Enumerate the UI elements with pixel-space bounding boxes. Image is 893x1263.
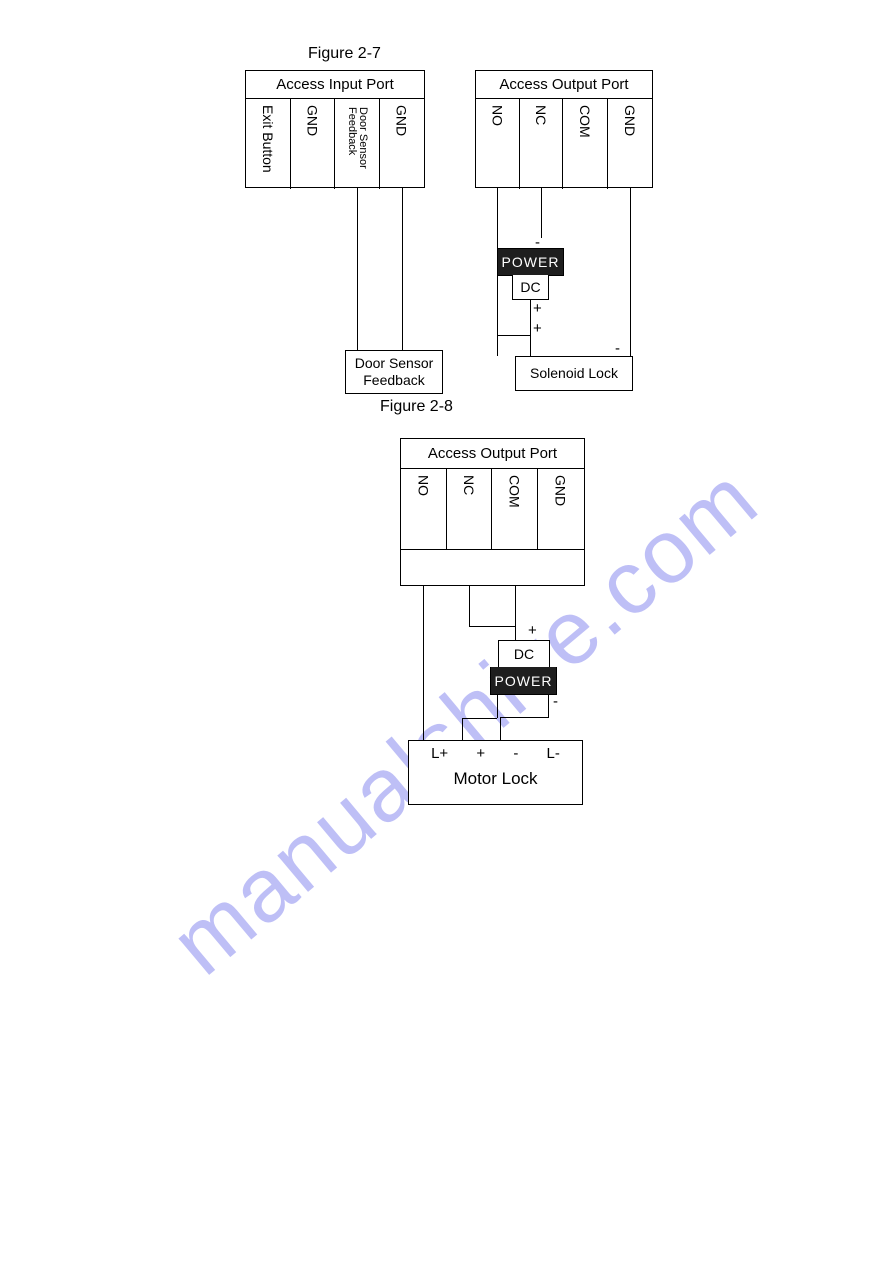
access-input-port-box: Access Input Port Exit Button GND Door S… [245,70,425,188]
dc-box-1: DC [512,275,549,300]
pin-door-sensor-feedback: Door Sensor Feedback [346,105,368,189]
wire-dc-solenoid [530,300,531,356]
wire-minus-to-motor [500,717,501,741]
sign-plus-bottom: + [533,320,542,337]
wire-no-motor [423,586,424,741]
wire-solenoid-join [497,335,531,336]
wire-com-down [515,586,516,640]
terminal-l-plus: L+ [431,745,448,762]
solenoid-lock-box: Solenoid Lock [515,356,633,391]
wire-plus-join [462,718,497,719]
access-output-port-2-title: Access Output Port [401,439,584,469]
terminal-minus: - [513,745,518,762]
wire-nc-power [541,188,542,238]
pin-com-2: COM [506,475,522,508]
access-output-port-2-box: Access Output Port NO NC COM GND [400,438,585,586]
pin-no-1: NO [489,105,505,126]
terminal-l-minus: L- [547,745,560,762]
pin-no-2: NO [415,475,431,496]
wire-plus-down [497,695,498,718]
access-output-port-1-box: Access Output Port NO NC COM GND [475,70,653,188]
wire-nc-down [469,586,470,626]
wire-input-feedback-1 [357,188,358,350]
pin-gnd-3: GND [622,105,638,136]
wire-gnd-solenoid [630,188,631,356]
diagram-canvas: manualshive.com Figure 2-7 Access Input … [0,0,893,1263]
figure-1-caption: Figure 2-7 [308,45,381,63]
wire-power-minus-over [500,717,549,718]
pin-nc-2: NC [461,475,477,495]
sign-plus-top: + [533,300,542,317]
dc-box-2: DC [498,640,550,668]
door-sensor-feedback-label: Door SensorFeedback [355,355,434,388]
terminal-plus: + [476,745,485,762]
power-box-1: POWER [497,248,564,276]
wire-input-feedback-2 [402,188,403,350]
wire-plus-to-motor [462,718,463,740]
figure-2-caption: Figure 2-8 [380,398,453,416]
pin-exit-button: Exit Button [260,105,276,173]
wire-solenoid-down1 [497,335,498,356]
pin-gnd-1: GND [304,105,320,136]
wire-power-minus-down [548,695,549,717]
pin-nc-1: NC [533,105,549,125]
pin-gnd-4: GND [553,475,569,506]
sign-minus-2: - [553,693,558,710]
sign-minus-right: - [615,340,620,357]
door-sensor-feedback-box: Door SensorFeedback [345,350,443,394]
access-output-port-1-title: Access Output Port [476,71,652,99]
wire-nc-over [469,626,515,627]
pin-com-1: COM [577,105,593,138]
access-input-port-title: Access Input Port [246,71,424,99]
motor-lock-title: Motor Lock [409,769,582,789]
sign-plus-2: + [528,622,537,639]
motor-lock-box: L+ + - L- Motor Lock [408,740,583,805]
power-box-2: POWER [490,667,557,695]
pin-gnd-2: GND [394,105,410,136]
